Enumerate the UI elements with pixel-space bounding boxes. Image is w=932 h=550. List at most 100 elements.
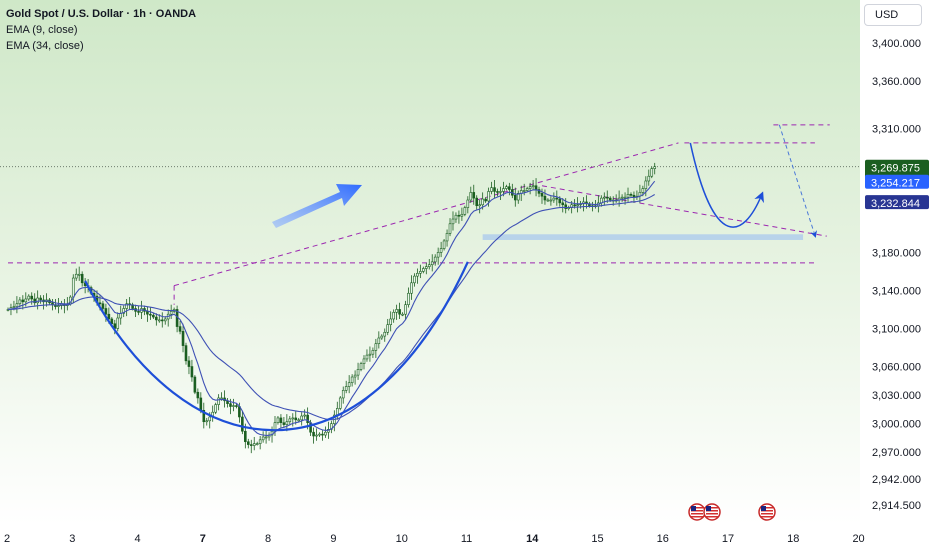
price-tick-label: 2,942.000: [872, 474, 921, 486]
candle-body: [359, 363, 363, 370]
ema-slow-label[interactable]: EMA (34, close): [6, 40, 84, 52]
ema-slow-tag: [865, 195, 929, 210]
candle-body: [276, 417, 280, 423]
candle-body: [573, 204, 576, 207]
candle-body: [496, 191, 499, 193]
candle-body: [229, 403, 232, 407]
candle-body: [389, 318, 392, 325]
candle-body: [427, 264, 431, 267]
candle-body: [152, 314, 155, 318]
candle-body: [77, 273, 81, 276]
candle-body: [157, 319, 161, 322]
time-axis[interactable]: 2 3 4 7 8 9 10 11 14 15 16 17 18 20: [4, 533, 865, 545]
candle-body: [383, 331, 387, 337]
candle-body: [439, 248, 443, 253]
candle-body: [629, 194, 633, 196]
candle-body: [487, 191, 490, 202]
ema-fast-tag: [865, 174, 929, 189]
time-axis-background: [0, 525, 860, 550]
candle-body: [193, 376, 197, 393]
candle-body: [341, 390, 345, 399]
candle-body: [80, 273, 84, 284]
candle-body: [21, 299, 25, 303]
candle-body: [413, 275, 416, 284]
candle-body: [561, 202, 565, 206]
candle-body: [531, 185, 535, 188]
candle-body: [258, 439, 262, 444]
date-tick-label: 18: [787, 533, 799, 545]
price-tick-label: 3,000.000: [872, 419, 921, 431]
date-tick-label: 17: [722, 533, 734, 545]
date-tick-label: 14: [526, 533, 539, 545]
price-tick-label: 3,060.000: [872, 362, 921, 374]
candle-body: [107, 313, 111, 320]
candle-body: [650, 168, 654, 177]
candle-body: [516, 193, 520, 201]
candle-body: [199, 397, 203, 411]
candle-body: [564, 204, 568, 209]
price-tick-label: 3,140.000: [872, 285, 921, 297]
price-tick-label: 3,400.000: [872, 38, 921, 50]
date-tick-label: 20: [852, 533, 864, 545]
symbol-title[interactable]: Gold Spot / U.S. Dollar · 1h · OANDA: [6, 8, 197, 20]
candle-body: [202, 410, 206, 423]
candle-body: [57, 305, 60, 307]
candle-body: [249, 444, 253, 446]
candle-body: [466, 199, 470, 208]
candle-body: [110, 318, 114, 325]
candle-body: [255, 443, 259, 445]
ema-fast-label[interactable]: EMA (9, close): [6, 24, 78, 36]
candle-body: [125, 303, 128, 309]
candle-body: [626, 194, 630, 198]
candle-body: [217, 397, 220, 405]
candle-body: [264, 436, 268, 439]
date-tick-label: 7: [200, 533, 206, 545]
candle-body: [261, 436, 265, 441]
candle-body: [505, 186, 508, 189]
candle-body: [472, 192, 476, 199]
ema-fast-line: [7, 180, 656, 436]
candle-body: [196, 391, 200, 399]
ema-slow-line: [7, 194, 655, 421]
candle-body: [508, 186, 511, 190]
candle-body: [104, 308, 108, 315]
currency-button[interactable]: USD: [864, 4, 922, 26]
candle-body: [528, 186, 532, 189]
candle-body: [12, 306, 16, 308]
candle-body: [303, 414, 306, 417]
candle-body: [279, 417, 283, 423]
candle-body: [18, 299, 22, 305]
candle-body: [98, 302, 102, 305]
candle-body: [315, 434, 318, 437]
candle-body: [392, 312, 395, 320]
candle-body: [478, 204, 481, 207]
date-tick-label: 10: [396, 533, 408, 545]
us-flag-icon[interactable]: [703, 503, 721, 521]
candle-body: [285, 421, 289, 425]
price-axis[interactable]: 3,400.000 3,360.000 3,310.000 3,180.000 3,14…: [872, 38, 921, 512]
candle-body: [252, 443, 256, 446]
candle-body: [220, 397, 223, 400]
candle-body: [347, 382, 351, 387]
us-flag-icon[interactable]: [758, 503, 776, 521]
candle-body: [433, 256, 437, 263]
candle-body: [404, 304, 407, 315]
candle-body: [576, 204, 579, 207]
candle-body: [647, 175, 651, 182]
us-flag-icon[interactable]: [688, 503, 706, 521]
candle-body: [149, 313, 152, 316]
candle-body: [522, 190, 526, 192]
candle-body: [398, 309, 401, 315]
candle-body: [356, 369, 360, 376]
candle-body: [475, 197, 479, 207]
candle-body: [181, 331, 185, 346]
candle-body: [30, 295, 34, 300]
economic-events[interactable]: [688, 503, 776, 521]
candle-body: [534, 185, 538, 190]
candle-body: [24, 298, 28, 303]
candle-body: [371, 350, 375, 355]
candle-body: [407, 292, 410, 305]
candle-body: [288, 418, 292, 423]
